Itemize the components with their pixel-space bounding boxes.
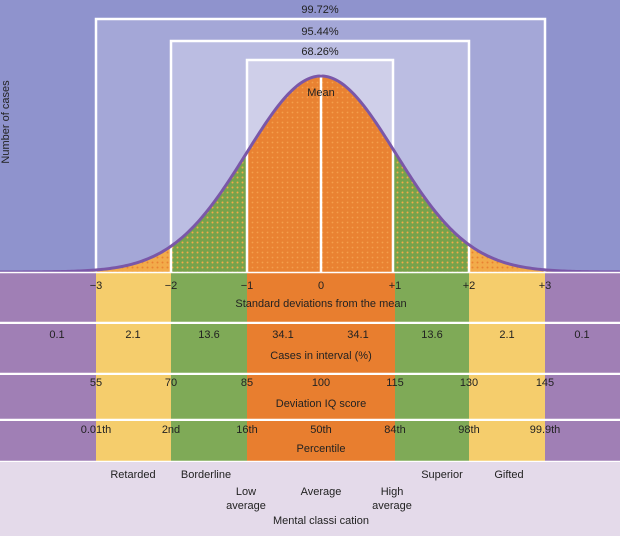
iq-value: 85	[241, 377, 253, 389]
cases-value: 2.1	[499, 329, 514, 341]
percent-brackets	[94, 17, 547, 272]
cases-row-cell	[395, 324, 469, 373]
iq-row-cell	[321, 375, 395, 419]
iq-row-cell	[0, 375, 96, 419]
classification-label: Low average	[226, 486, 266, 512]
cases-value: 0.1	[574, 329, 589, 341]
iq-row-cell	[545, 375, 620, 419]
sd-tick: +1	[389, 280, 402, 292]
classification-label: Average	[301, 486, 342, 498]
cases-row-cell	[247, 324, 321, 373]
sd-tick: −3	[90, 280, 103, 292]
iq-value: 145	[536, 377, 554, 389]
label-99-72-percent: 99.72%	[301, 4, 339, 16]
y-axis-label: Number of cases	[0, 80, 12, 164]
percentile-row-cell	[469, 421, 545, 461]
sd-row-cell	[0, 273, 96, 322]
percentile-value: 50th	[310, 424, 331, 436]
cases-value: 13.6	[421, 329, 442, 341]
cases-row-cell	[96, 324, 171, 373]
cases-value: 2.1	[125, 329, 140, 341]
label-95-44-percent: 95.44%	[301, 26, 339, 38]
mean-label: Mean	[307, 87, 335, 99]
iq-row-cell	[96, 375, 171, 419]
cases-value: 34.1	[272, 329, 293, 341]
sd-tick: 0	[318, 280, 324, 292]
cases-value: 13.6	[198, 329, 219, 341]
bracket-99-72	[94, 17, 547, 272]
iq-row-cell	[171, 375, 247, 419]
percentile-value: 98th	[458, 424, 479, 436]
sd-row-cell	[171, 273, 247, 322]
normal-curve	[0, 74, 620, 274]
classification-row	[0, 462, 620, 536]
iq-value: 70	[165, 377, 177, 389]
iq-value: 55	[90, 377, 102, 389]
cases-row-cell	[171, 324, 247, 373]
classification-label: High average	[372, 486, 412, 512]
percentile-row-cell	[321, 421, 395, 461]
cases-row-cell	[469, 324, 545, 373]
sd-row-cell	[247, 273, 321, 322]
classification-title: Mental classi cation	[273, 515, 369, 527]
cases-row-cell	[545, 324, 620, 373]
percentile-value: 16th	[236, 424, 257, 436]
data-table	[0, 271, 620, 536]
classification-label: Superior	[421, 469, 463, 481]
classification-label: Retarded	[110, 469, 155, 481]
percentile-row-cell	[171, 421, 247, 461]
percentile-value: 84th	[384, 424, 405, 436]
sd-row-cell	[321, 273, 395, 322]
iq-value: 115	[386, 377, 404, 389]
percentile-value: 0.01th	[81, 424, 112, 436]
classification-labels: Retarded Borderline Low average Average High a…	[110, 469, 523, 512]
label-68-26-percent: 68.26%	[301, 46, 339, 58]
percentile-value: 2nd	[162, 424, 180, 436]
iq-row-cell	[469, 375, 545, 419]
percentile-row-title: Percentile	[297, 443, 346, 455]
classification-label: Gifted	[494, 469, 523, 481]
sd-tick: −1	[241, 280, 254, 292]
iq-row-cell	[247, 375, 321, 419]
classification-label: Borderline	[181, 469, 231, 481]
cases-row-cell	[321, 324, 395, 373]
percentile-row-cell	[395, 421, 469, 461]
cases-value: 34.1	[347, 329, 368, 341]
sd-row-title: Standard deviations from the mean	[235, 298, 406, 310]
percentile-values: 0.01th 2nd 16th 50th 84th 98th 99.9th	[81, 424, 561, 436]
iq-row-title: Deviation IQ score	[276, 398, 366, 410]
sd-tick-labels: −3 −2 −1 0 +1 +2 +3	[90, 280, 552, 292]
iq-values: 55 70 85 100 115 130 145	[90, 377, 554, 389]
sd-row-cell	[96, 273, 171, 322]
percentile-value: 99.9th	[530, 424, 561, 436]
sd-tick: +3	[539, 280, 552, 292]
iq-value: 100	[312, 377, 330, 389]
sd-row-cell	[395, 273, 469, 322]
percentile-row-cell	[247, 421, 321, 461]
sd-tick: −2	[165, 280, 178, 292]
sd-row-cell	[545, 273, 620, 322]
cases-row-cell	[0, 324, 96, 373]
percentile-row-cell	[545, 421, 620, 461]
iq-value: 130	[460, 377, 478, 389]
percentile-row-cell	[96, 421, 171, 461]
bracket-95-44	[169, 39, 471, 272]
cases-row-title: Cases in interval (%)	[270, 350, 371, 362]
cases-values: 0.1 2.1 13.6 34.1 34.1 13.6 2.1 0.1	[49, 329, 589, 341]
iq-row-cell	[395, 375, 469, 419]
percentile-row-cell	[0, 421, 96, 461]
bracket-68-26	[245, 58, 395, 272]
cases-value: 0.1	[49, 329, 64, 341]
sd-tick: +2	[463, 280, 476, 292]
sd-row-cell	[469, 273, 545, 322]
